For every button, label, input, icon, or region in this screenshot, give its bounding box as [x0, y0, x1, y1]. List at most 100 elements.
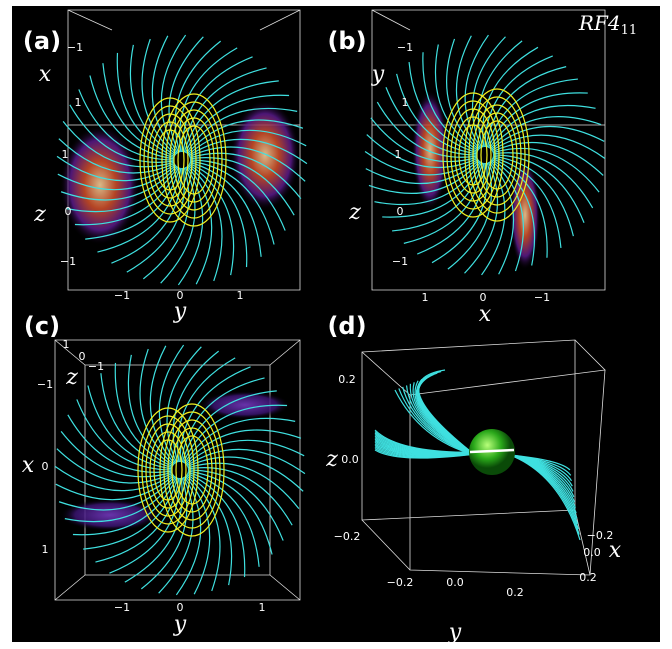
field-line [60, 430, 173, 478]
field-line [418, 369, 476, 456]
field-line [492, 157, 548, 258]
tick-label: −1 [60, 255, 76, 268]
field-line [189, 161, 262, 257]
tick-label: −1 [88, 360, 104, 373]
field-line [187, 462, 300, 510]
closed-loop [151, 121, 189, 199]
field-line [140, 477, 188, 590]
closed-loop [167, 419, 217, 521]
tick-label: 0 [397, 205, 404, 218]
emission [230, 100, 300, 210]
closed-loop [442, 92, 504, 218]
field-line [509, 454, 581, 541]
field-line [184, 94, 290, 153]
field-line [69, 104, 175, 163]
field-line [189, 159, 286, 231]
closed-loop [143, 105, 197, 215]
box [371, 9, 606, 291]
field-line [376, 101, 478, 158]
field-line [182, 67, 267, 153]
tick-label: −1 [114, 289, 130, 302]
closed-loop [147, 113, 193, 207]
field-line [187, 472, 246, 578]
closed-loop [137, 407, 199, 533]
tick-label: −1 [114, 601, 130, 614]
closed-loop [169, 109, 219, 211]
tick-label: −1 [37, 378, 53, 391]
field-line [365, 159, 480, 185]
field-line [489, 115, 602, 150]
field-line [187, 164, 223, 282]
field-line [187, 469, 284, 541]
field-line [464, 34, 489, 149]
closed-loop [454, 116, 492, 194]
field-line [189, 146, 306, 182]
field-line [166, 346, 202, 463]
field-line [127, 354, 174, 467]
field-line [187, 467, 293, 526]
field-line [57, 164, 177, 191]
field-line [186, 448, 306, 475]
field-line [189, 162, 248, 268]
field-line [180, 377, 265, 463]
field-line [491, 134, 606, 159]
closed-loop [149, 431, 187, 509]
closed-loop [173, 117, 215, 203]
background [12, 6, 660, 642]
tick-label: 1 [402, 96, 409, 109]
field-line [489, 160, 515, 275]
field-line [445, 38, 480, 151]
field-line [160, 34, 187, 154]
tick-label: 1 [62, 148, 69, 161]
closed-loop [480, 120, 514, 190]
field-line [102, 63, 175, 159]
field-line [492, 156, 562, 248]
field-line [431, 162, 488, 264]
tick-label: 1 [237, 289, 244, 302]
axis-label: y [371, 62, 385, 87]
tick-label: 0 [65, 205, 72, 218]
tick-label: 0 [42, 460, 49, 473]
field-line [109, 477, 181, 574]
field-line [487, 92, 588, 148]
tick-label: 0.2 [579, 571, 597, 584]
field-line [158, 477, 194, 594]
field-line [168, 36, 204, 153]
field-line [100, 373, 173, 469]
field-line [492, 141, 604, 176]
field-line [492, 155, 574, 237]
tick-label: −1 [392, 255, 408, 268]
closed-loop [177, 125, 211, 195]
figure-title: RF411 [578, 11, 637, 38]
field-line [111, 167, 183, 264]
field-line [408, 62, 478, 154]
tick-label: 1 [259, 601, 266, 614]
field-line [64, 476, 177, 523]
field-line [55, 474, 175, 501]
field-line [187, 470, 273, 555]
axis-label: y [173, 299, 187, 324]
emission [60, 125, 140, 245]
tick-label: 0 [79, 350, 86, 363]
closed-loop [161, 93, 227, 227]
field-line [66, 166, 179, 213]
field-line [62, 120, 175, 168]
field-line [151, 35, 178, 155]
tick-label: −1 [397, 41, 413, 54]
field-line [447, 162, 493, 270]
field-line [471, 36, 506, 148]
tick-label: 0.0 [583, 546, 601, 559]
field-line [83, 477, 179, 550]
field-line [392, 162, 484, 232]
axis-label: z [325, 447, 338, 472]
field-line [484, 55, 553, 148]
field-line [385, 87, 478, 156]
field-line [455, 35, 481, 150]
field-line [149, 345, 176, 465]
tick-label: 0 [480, 291, 487, 304]
field-line [78, 89, 175, 161]
field-line [87, 385, 173, 470]
field-line [189, 157, 295, 216]
tick-label: 0.2 [338, 373, 356, 386]
